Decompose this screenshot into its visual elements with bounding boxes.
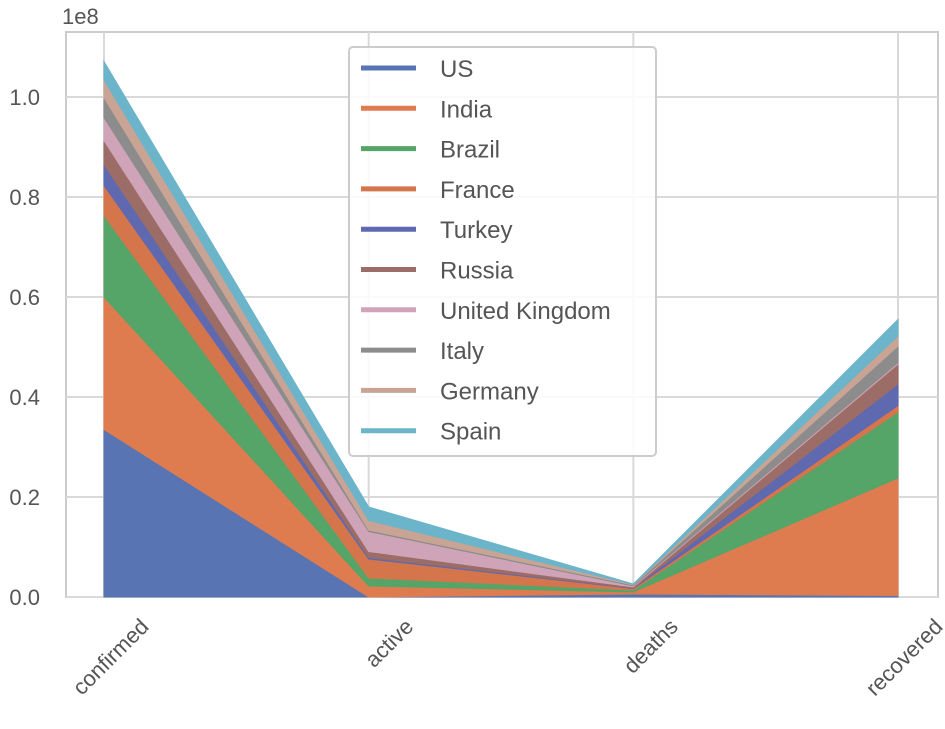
legend-label-france: France bbox=[440, 177, 515, 204]
x-tick-label-active: active bbox=[360, 614, 418, 672]
legend-label-united-kingdom: United Kingdom bbox=[440, 298, 611, 325]
legend-label-spain: Spain bbox=[440, 419, 501, 446]
x-tick-label-confirmed: confirmed bbox=[68, 614, 154, 700]
area-spain bbox=[103, 59, 899, 586]
x-tick-label-recovered: recovered bbox=[861, 614, 945, 701]
legend-label-russia: Russia bbox=[440, 258, 514, 285]
plot-area bbox=[103, 59, 899, 598]
y-tick-label: 0.4 bbox=[9, 385, 40, 410]
legend-label-italy: Italy bbox=[440, 338, 484, 365]
y-tick-label: 1.0 bbox=[9, 85, 40, 110]
legend-label-germany: Germany bbox=[440, 378, 539, 405]
y-tick-label: 0.2 bbox=[9, 485, 40, 510]
x-tick-label-deaths: deaths bbox=[618, 614, 682, 678]
legend-label-india: India bbox=[440, 96, 493, 123]
y-axis-offset-label: 1e8 bbox=[62, 4, 99, 29]
y-tick-label: 0.6 bbox=[9, 285, 40, 310]
legend-box bbox=[348, 46, 657, 457]
legend-label-turkey: Turkey bbox=[440, 217, 512, 244]
legend-label-us: US bbox=[440, 56, 473, 83]
legend-label-brazil: Brazil bbox=[440, 137, 500, 164]
legend: US India Brazil France Turkey Russia United Ki… bbox=[348, 46, 657, 457]
y-tick-label: 0.0 bbox=[9, 585, 40, 610]
y-tick-label: 0.8 bbox=[9, 185, 40, 210]
